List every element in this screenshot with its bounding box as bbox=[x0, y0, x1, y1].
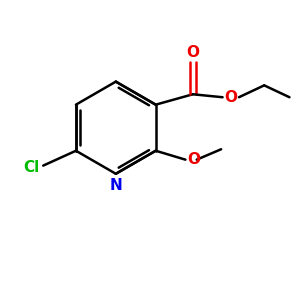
Text: Cl: Cl bbox=[23, 160, 40, 175]
Text: O: O bbox=[224, 90, 237, 105]
Text: O: O bbox=[187, 152, 200, 167]
Text: N: N bbox=[110, 178, 122, 193]
Text: O: O bbox=[186, 45, 200, 60]
